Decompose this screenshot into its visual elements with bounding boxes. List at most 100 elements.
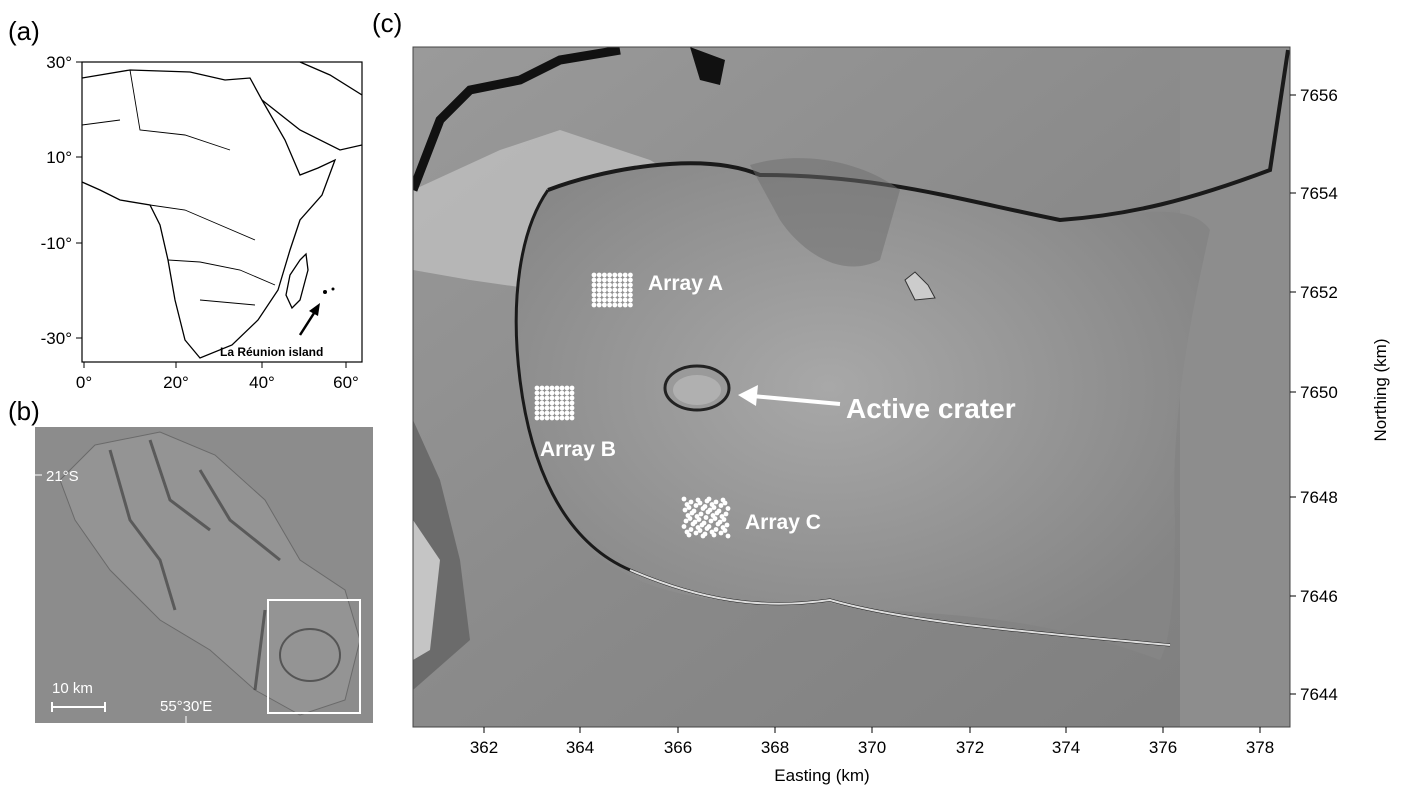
sensor [713, 516, 718, 521]
sensor [698, 528, 703, 533]
lat-label: 21°S [46, 468, 79, 485]
sensor [623, 303, 628, 308]
sensor [570, 406, 575, 411]
sensor [725, 523, 730, 528]
sensor [545, 396, 550, 401]
sensor [683, 508, 688, 513]
x-tick-label: 364 [566, 738, 594, 757]
sensor [545, 416, 550, 421]
sensor [535, 401, 540, 406]
sensor [602, 288, 607, 293]
sensor [535, 406, 540, 411]
sensor [704, 515, 709, 520]
sensor [602, 283, 607, 288]
sensor [540, 386, 545, 391]
sensor [682, 497, 687, 502]
sensor [555, 386, 560, 391]
sensor [607, 303, 612, 308]
sensor [560, 401, 565, 406]
sensor [597, 293, 602, 298]
sensor [694, 503, 699, 508]
sensor [612, 283, 617, 288]
sensor [555, 406, 560, 411]
sensor [570, 401, 575, 406]
sensor [602, 278, 607, 283]
sensor [555, 401, 560, 406]
sensor [592, 298, 597, 303]
lon-tick-label: 20° [163, 373, 189, 392]
sensor [550, 391, 555, 396]
array-label: Array A [648, 272, 723, 295]
sensor [540, 406, 545, 411]
sensor [565, 386, 570, 391]
sensor [545, 411, 550, 416]
sensor [565, 396, 570, 401]
x-tick-label: 362 [470, 738, 498, 757]
sensor [540, 411, 545, 416]
lon-label: 55°30'E [160, 698, 212, 715]
lat-tick-label: 30° [46, 53, 72, 72]
sensor [724, 512, 729, 517]
sensor [535, 391, 540, 396]
sensor [597, 283, 602, 288]
sensor [612, 293, 617, 298]
map-frame [82, 62, 362, 362]
y-tick-label: 7654 [1300, 184, 1338, 203]
sensor [570, 411, 575, 416]
array-label: Array B [540, 438, 616, 461]
sensor [618, 283, 623, 288]
x-tick-label: 366 [664, 738, 692, 757]
sensor [623, 283, 628, 288]
sensor [597, 273, 602, 278]
sensor [592, 293, 597, 298]
panel-label: (c) [372, 8, 402, 38]
sensor [597, 303, 602, 308]
sensor [628, 273, 633, 278]
sensor [618, 288, 623, 293]
array-label: Array C [745, 511, 821, 534]
sensor [592, 303, 597, 308]
y-tick-label: 7644 [1300, 685, 1338, 704]
sensor [623, 278, 628, 283]
y-tick-label: 7648 [1300, 488, 1338, 507]
sensor [550, 416, 555, 421]
sensor [697, 517, 702, 522]
sensor [612, 303, 617, 308]
sensor [702, 521, 707, 526]
sensor [560, 386, 565, 391]
lon-tick-label: 0° [76, 373, 92, 392]
sensor [550, 401, 555, 406]
crater-label: Active crater [846, 393, 1016, 424]
sensor [714, 500, 719, 505]
borders [82, 70, 275, 305]
africa-coast [82, 70, 335, 358]
sensor [689, 500, 694, 505]
sensor [597, 298, 602, 303]
sensor [560, 406, 565, 411]
sensor [628, 303, 633, 308]
sensor [592, 278, 597, 283]
sensor [550, 396, 555, 401]
sensor [545, 386, 550, 391]
relief-map [413, 47, 1290, 727]
sensor [708, 508, 713, 513]
sensor [707, 524, 712, 529]
panel-label: (a) [8, 16, 40, 46]
sensor [703, 532, 708, 537]
sensor [618, 293, 623, 298]
sensor [689, 527, 694, 532]
sensor [535, 386, 540, 391]
sensor [687, 505, 692, 510]
sensor [565, 411, 570, 416]
lon-tick-label: 60° [333, 373, 359, 392]
sensor [540, 391, 545, 396]
sensor [682, 524, 687, 529]
sensor [623, 293, 628, 298]
sensor [618, 278, 623, 283]
sensor [565, 401, 570, 406]
sensor [623, 273, 628, 278]
sensor [618, 303, 623, 308]
sensor [535, 411, 540, 416]
sensor [607, 298, 612, 303]
arrow-head [309, 303, 320, 316]
